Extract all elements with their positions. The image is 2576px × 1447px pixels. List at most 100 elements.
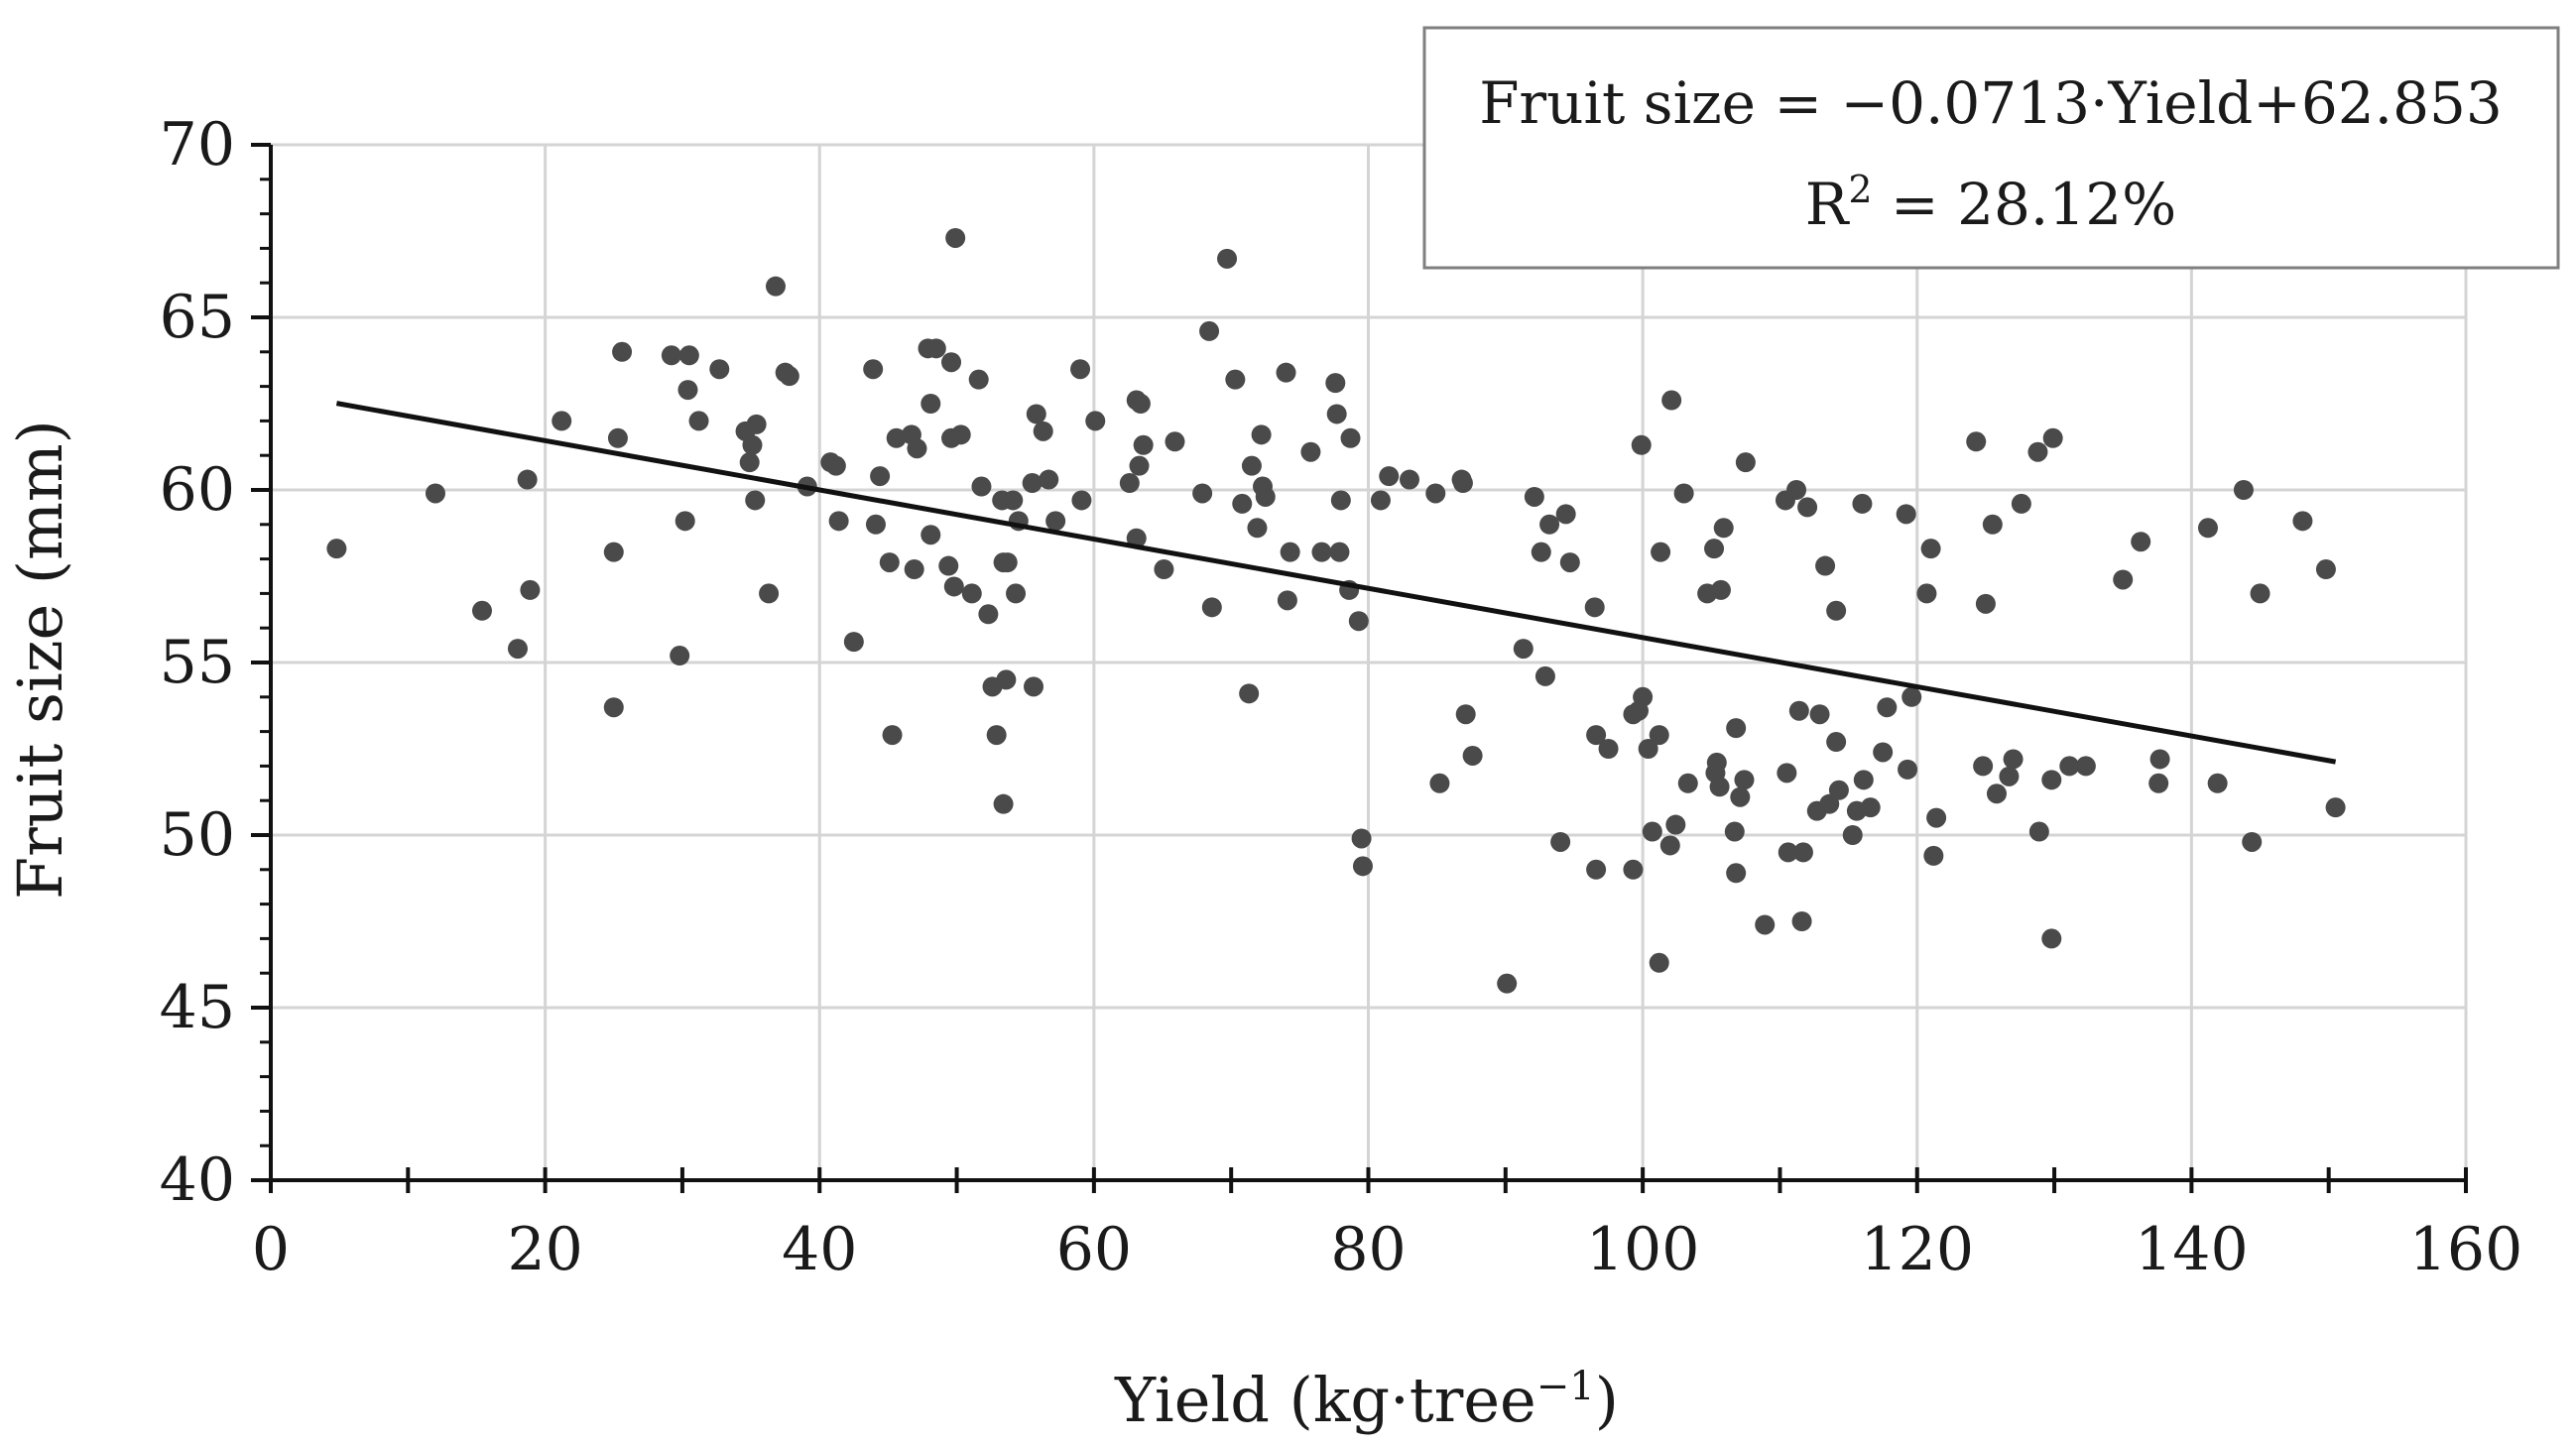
data-point-154 (1726, 863, 1747, 884)
data-point-50 (950, 424, 971, 445)
data-point-204 (2131, 532, 2151, 552)
data-point-37 (886, 427, 907, 448)
data-point-137 (1649, 725, 1669, 746)
data-point-146 (1704, 539, 1725, 559)
data-point-29 (825, 455, 846, 476)
data-point-88 (1239, 683, 1260, 704)
data-point-16 (688, 411, 709, 431)
data-point-48 (943, 576, 964, 597)
data-point-7 (603, 697, 624, 718)
data-point-210 (2242, 831, 2263, 852)
data-point-168 (1809, 704, 1830, 725)
data-point-142 (1665, 814, 1686, 835)
data-point-89 (1241, 455, 1262, 476)
data-point-121 (1534, 665, 1555, 686)
data-point-188 (1966, 431, 1987, 452)
data-point-101 (1329, 542, 1350, 562)
data-point-40 (907, 438, 927, 459)
data-point-32 (863, 359, 884, 380)
data-point-90 (1247, 518, 1268, 539)
data-point-77 (1129, 455, 1150, 476)
data-point-102 (1330, 490, 1351, 511)
data-point-63 (1006, 583, 1027, 604)
data-point-26 (779, 366, 799, 387)
data-point-9 (607, 427, 628, 448)
x-tick-label-120: 120 (1860, 1215, 1974, 1284)
data-point-1 (425, 483, 445, 504)
data-point-20 (742, 434, 763, 455)
data-point-60 (996, 669, 1017, 690)
data-point-133 (1631, 434, 1652, 455)
data-point-201 (2059, 756, 2080, 777)
data-point-205 (2148, 773, 2169, 793)
y-tick-label-60: 60 (160, 455, 235, 525)
data-point-193 (1999, 766, 2020, 786)
annotation-border (1422, 26, 2560, 270)
data-point-105 (1348, 611, 1369, 632)
data-point-120 (1531, 542, 1551, 562)
data-point-34 (870, 466, 891, 487)
data-point-174 (1842, 825, 1863, 845)
data-point-172 (1826, 600, 1847, 621)
data-point-184 (1916, 583, 1937, 604)
data-point-115 (1455, 704, 1476, 725)
data-point-200 (2042, 427, 2063, 448)
data-point-23 (759, 583, 780, 604)
data-point-129 (1598, 739, 1619, 759)
data-point-31 (843, 632, 864, 653)
data-point-199 (2041, 770, 2062, 790)
data-point-14 (677, 380, 698, 401)
data-point-140 (1659, 835, 1680, 856)
data-point-164 (1791, 911, 1812, 931)
tick-labels: 0 20 40 60 80 100 120 140 160 40 45 50 55 60 65 70 (160, 110, 2523, 1284)
data-point-203 (2113, 569, 2134, 590)
x-tick-label-160: 160 (2409, 1215, 2523, 1284)
data-point-196 (2027, 441, 2048, 462)
data-point-94 (1276, 362, 1296, 383)
data-point-165 (1792, 842, 1813, 863)
data-point-207 (2197, 518, 2218, 539)
x-axis-title-superscript: −1 (1536, 1364, 1595, 1409)
data-point-10 (612, 341, 633, 362)
data-point-15 (678, 345, 699, 366)
data-point-152 (1724, 821, 1745, 842)
data-point-45 (938, 555, 959, 576)
data-point-192 (1986, 784, 2007, 804)
data-point-65 (1022, 473, 1043, 494)
data-point-185 (1920, 539, 1941, 559)
y-axis-title: Fruit size (mm) (4, 420, 76, 900)
data-point-194 (2003, 749, 2024, 770)
data-point-182 (1898, 759, 1918, 780)
data-point-206 (2149, 749, 2170, 770)
data-point-0 (326, 539, 347, 559)
data-point-72 (1071, 490, 1092, 511)
data-point-162 (1786, 480, 1807, 500)
data-point-202 (2075, 756, 2096, 777)
y-tick-label-40: 40 (160, 1146, 235, 1215)
data-point-2 (472, 600, 493, 621)
x-tick-label-60: 60 (1056, 1215, 1132, 1284)
data-point-135 (1638, 739, 1658, 759)
data-point-24 (765, 276, 786, 297)
data-point-82 (1192, 483, 1213, 504)
data-point-21 (745, 490, 766, 511)
data-point-91 (1251, 424, 1272, 445)
y-tick-label-70: 70 (160, 110, 235, 180)
data-point-198 (2041, 928, 2062, 949)
x-axis-title: Yield (kg·tree−1) (1114, 1364, 1619, 1436)
data-point-127 (1586, 859, 1607, 880)
x-tick-label-140: 140 (2135, 1215, 2249, 1284)
data-point-166 (1797, 497, 1818, 518)
data-point-148 (1706, 752, 1727, 773)
x-tick-label-40: 40 (782, 1215, 857, 1284)
data-point-19 (739, 452, 760, 473)
data-point-104 (1340, 427, 1361, 448)
x-tick-label-0: 0 (252, 1215, 290, 1284)
data-point-59 (993, 793, 1014, 814)
data-point-6 (552, 411, 572, 431)
data-point-118 (1513, 639, 1533, 660)
r-squared-number: = 28.12% (1873, 171, 2177, 238)
data-point-76 (1126, 528, 1147, 548)
data-point-116 (1462, 745, 1483, 766)
